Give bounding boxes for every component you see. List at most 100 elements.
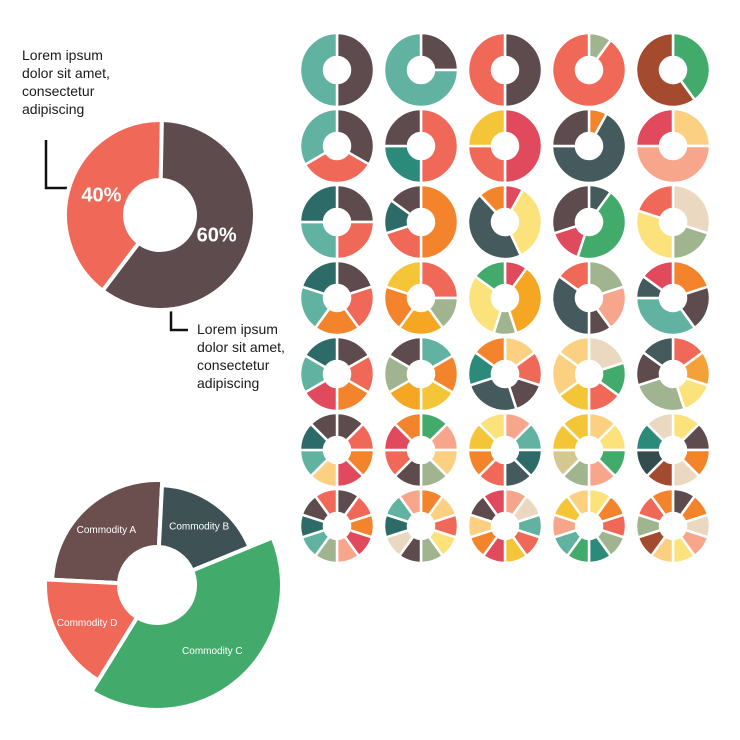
icon-r2c2-slice-2	[382, 144, 423, 185]
donut-icon-r6-c3	[466, 411, 544, 489]
donut-icon-r1-c4	[550, 31, 628, 109]
icon-r7c4-slice-10	[566, 487, 591, 517]
donut-icon-r1-c3	[466, 31, 544, 109]
icon-r5c4-slice-6	[557, 335, 591, 368]
donut-icon-r5-c1	[298, 335, 376, 413]
percent-donut-slice-2	[100, 118, 257, 312]
donut-icon-r7-c1	[298, 487, 376, 565]
icon-r4c2-slice-1	[419, 259, 460, 300]
icon-r3c5-slice-4	[636, 183, 675, 220]
commodity-label-2: Commodity B	[169, 521, 229, 532]
icon-r2c5-slice-3	[634, 107, 675, 148]
donut-icon-r3-c3	[466, 183, 544, 261]
icon-r5c3-slice-4	[468, 376, 518, 413]
donut-icon-r5-c2	[382, 335, 460, 413]
donut-icon-r3-c4	[550, 183, 628, 261]
icon-r5c3-slice-6	[473, 335, 507, 368]
icon-r3c2-slice-1	[419, 183, 460, 261]
donut-icon-r3-c5	[634, 183, 712, 261]
icon-r4c4-slice-4	[550, 275, 591, 337]
icon-r1c5-slice-1	[671, 31, 712, 102]
icon-r3c2-slice-4	[389, 183, 423, 216]
icon-r2c1-slice-2	[303, 151, 371, 185]
callout-text-bottom: Lorem ipsum dolor sit amet, consectetur …	[197, 321, 285, 391]
icon-r1c2-slice-1	[419, 31, 460, 72]
donut-icon-r4-c1	[298, 259, 376, 337]
donut-icon-r7-c5	[634, 487, 712, 565]
donut-icon-r3-c1	[298, 183, 376, 261]
donut-icon-r1-c2	[382, 31, 460, 109]
donut-icon-grid	[298, 31, 712, 565]
icon-r4c5-slice-3	[634, 296, 696, 337]
icon-r4c1-slice-5	[300, 259, 339, 296]
icon-r3c1-slice-3	[298, 220, 339, 261]
icon-r2c3-slice-3	[466, 107, 507, 148]
donut-icon-r4-c5	[634, 259, 712, 337]
icon-r3c4-slice-4	[550, 183, 591, 235]
donut-icon-r1-c5	[634, 31, 712, 109]
icon-r4c3-slice-2	[507, 266, 544, 335]
icon-r2c4-slice-2	[550, 112, 628, 185]
icon-r4c3-slice-5	[473, 259, 507, 292]
donut-icon-r2-c3	[466, 107, 544, 185]
callout-text-top: Lorem ipsum dolor sit amet, consectetur …	[22, 47, 110, 117]
donut-icon-r7-c2	[382, 487, 460, 565]
commodity-donut-slice-2	[156, 483, 252, 573]
donut-icon-r2-c2	[382, 107, 460, 185]
icon-r2c5-slice-1	[671, 107, 712, 148]
donut-icon-r5-c5	[634, 335, 712, 413]
icon-r2c1-slice-1	[335, 107, 376, 166]
donut-icon-r6-c4	[550, 411, 628, 489]
icon-r2c5-slice-2	[634, 144, 712, 185]
commodity-donut-slice-4	[43, 577, 140, 683]
icon-r5c5-slice-4	[636, 376, 686, 413]
donut-chart-commodities: Commodity A Commodity B Commodity C Commodi…	[43, 478, 284, 712]
icon-r1c1-slice-2	[298, 31, 339, 109]
icon-r6c5-slice-8	[645, 411, 675, 443]
donut-icon-r5-c4	[550, 335, 628, 413]
donut-chart-percentage: 40% 60%	[63, 118, 257, 312]
commodity-donut-slice-1	[50, 478, 165, 586]
icon-r7c3-slice-10	[482, 487, 507, 517]
icon-r2c3-slice-1	[503, 107, 544, 185]
icon-r1c2-slice-2	[382, 31, 460, 109]
icon-r2c2-slice-3	[382, 107, 423, 148]
icon-r3c1-slice-4	[298, 183, 339, 224]
donut-icon-r2-c1	[298, 107, 376, 185]
icon-r2c4-slice-3	[550, 107, 591, 148]
icon-r2c1-slice-3	[298, 107, 339, 166]
donut-icon-r4-c2	[382, 259, 460, 337]
donut-icon-r5-c3	[466, 335, 544, 413]
commodity-label-1: Commodity A	[77, 525, 137, 536]
icon-r6c1-slice-8	[309, 411, 339, 443]
icon-r3c5-slice-1	[671, 183, 712, 235]
donut-icon-r6-c5	[634, 411, 712, 489]
commodity-label-3: Commodity C	[182, 646, 243, 657]
icon-r2c2-slice-1	[419, 107, 460, 185]
percent-label-1: 40%	[81, 185, 121, 207]
donut-icon-r3-c2	[382, 183, 460, 261]
donut-icon-r6-c2	[382, 411, 460, 489]
icon-r5c2-slice-6	[387, 335, 423, 369]
icon-r3c3-slice-3	[466, 193, 523, 261]
icon-r6c4-slice-8	[561, 411, 591, 443]
icon-r7c5-slice-10	[650, 487, 675, 517]
donut-icon-r1-c1	[298, 31, 376, 109]
donut-icon-r4-c4	[550, 259, 628, 337]
icon-r1c4-slice-2	[550, 31, 628, 109]
icon-r6c2-slice-8	[393, 411, 423, 443]
icon-r4c2-slice-5	[384, 259, 423, 296]
percent-donut-slice-1	[63, 118, 164, 293]
donut-icon-r4-c3	[466, 259, 544, 337]
icon-r3c3-slice-2	[509, 188, 544, 257]
icon-r5c5-slice-6	[641, 335, 675, 368]
icon-r1c1-slice-1	[335, 31, 376, 109]
icon-r3c5-slice-3	[634, 209, 675, 261]
donut-icon-r2-c4	[550, 107, 628, 185]
icon-r3c3-slice-4	[478, 183, 507, 214]
icon-r1c5-slice-2	[634, 31, 696, 109]
icon-r6c3-slice-8	[477, 411, 507, 443]
icon-r1c3-slice-1	[503, 31, 544, 109]
icon-r5c1-slice-6	[303, 335, 339, 369]
